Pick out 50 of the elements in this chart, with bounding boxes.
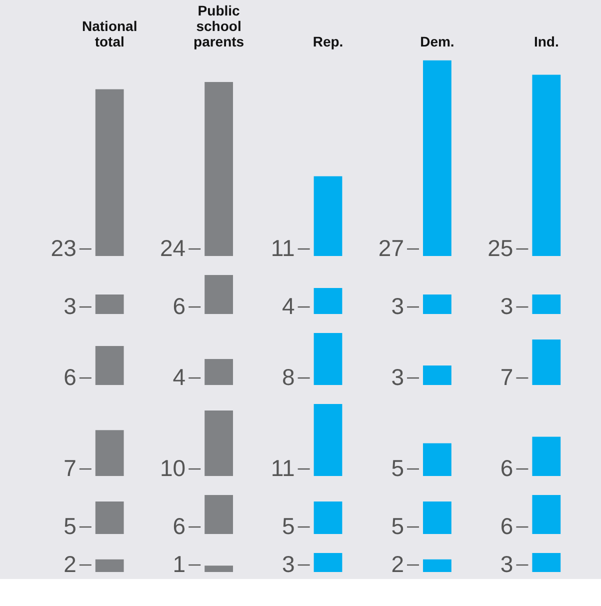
bar [204, 410, 233, 476]
x-tick-label: Ind. [534, 33, 559, 50]
bar [204, 82, 233, 256]
data-label: 3 [500, 293, 514, 319]
data-label: 1 [172, 551, 186, 577]
x-tick-label: National total [82, 18, 138, 50]
bar [423, 443, 452, 476]
data-label: 6 [500, 455, 514, 481]
data-label: 7 [500, 364, 514, 390]
bar [95, 430, 124, 476]
bar [314, 176, 342, 256]
data-label: 2 [391, 551, 404, 577]
x-tick-label: Rep. [312, 33, 344, 50]
bar [314, 333, 342, 385]
data-label: 3 [391, 364, 404, 390]
data-label: 27 [378, 235, 404, 261]
data-label: 3 [64, 293, 76, 319]
bar [204, 359, 233, 385]
data-label: 3 [391, 293, 404, 319]
bar [423, 366, 452, 385]
data-label: 24 [160, 235, 186, 261]
data-label: 5 [282, 513, 295, 539]
data-label: 3 [282, 551, 295, 577]
data-label: 25 [488, 235, 514, 261]
data-label: 5 [64, 513, 76, 539]
bar [95, 89, 124, 256]
bar [532, 74, 561, 256]
data-label: 4 [172, 364, 186, 390]
data-label: 4 [282, 293, 296, 319]
x-tick-label: Public school parents [194, 2, 244, 50]
bar [532, 340, 561, 385]
data-label: 6 [172, 513, 186, 539]
bar [314, 404, 342, 476]
data-label: 11 [270, 455, 295, 481]
x-tick-label: Dem. [420, 33, 454, 50]
data-label: 2 [64, 551, 76, 577]
data-label: 11 [270, 235, 295, 261]
data-label: 6 [172, 293, 186, 319]
bar [532, 436, 561, 476]
data-label: 3 [500, 551, 514, 577]
data-label: 5 [391, 455, 404, 481]
data-label: 6 [64, 364, 76, 390]
data-label: 8 [282, 364, 295, 390]
bar [95, 346, 124, 385]
data-label: 10 [160, 455, 186, 481]
data-label: 23 [50, 235, 76, 261]
bar [423, 60, 452, 256]
data-label: 5 [391, 513, 404, 539]
data-label: 6 [500, 513, 514, 539]
data-label: 7 [64, 455, 76, 481]
